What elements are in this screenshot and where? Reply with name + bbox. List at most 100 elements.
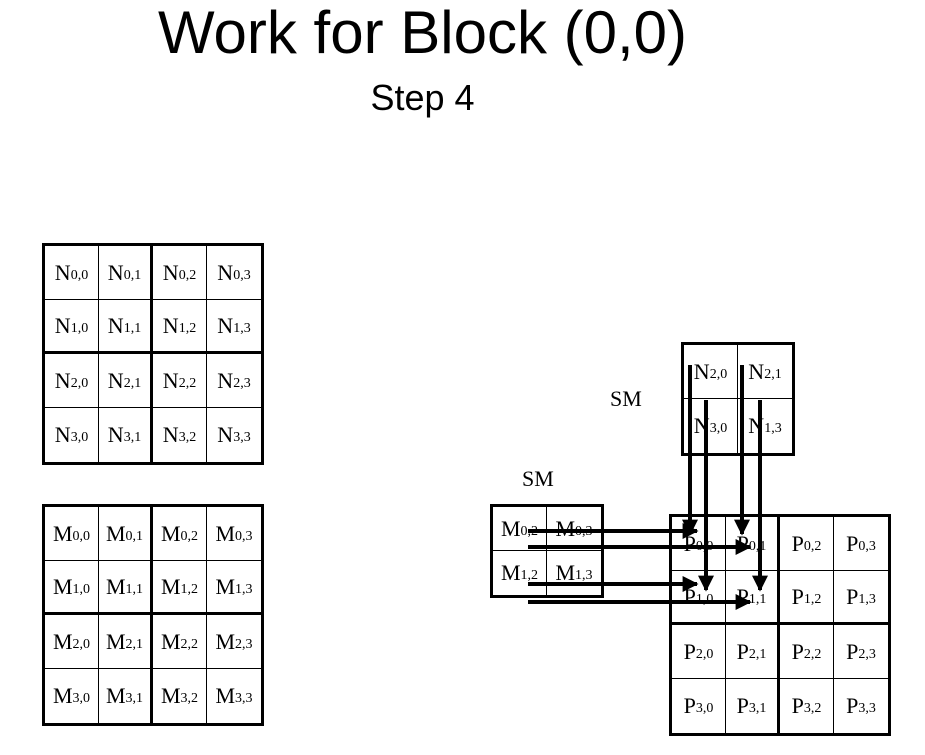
matrix-cell: M 0,3 [547, 507, 601, 551]
matrix-cell: P 3,3 [834, 679, 888, 733]
slide-subtitle: Step 4 [370, 77, 475, 118]
cell-index: 0,1 [748, 538, 767, 554]
cell-letter: N [217, 422, 234, 447]
cell-letter: N [162, 367, 179, 393]
cell-letter: N [162, 312, 179, 338]
cell-letter: N [54, 259, 71, 285]
cell-letter: N [693, 413, 710, 438]
matrix-cell: M 3,2 [153, 669, 207, 723]
matrix-cell: N 2,2 [153, 354, 207, 408]
cell-index: 0,0 [695, 538, 714, 554]
cell-index: 1,2 [178, 320, 197, 336]
cell-letter: M [500, 560, 521, 585]
matrix-cell: M 3,0 [45, 669, 99, 723]
cell-index: 0,2 [180, 528, 199, 544]
cell-letter: N [748, 358, 765, 384]
matrix-cell: N 1,3 [738, 399, 792, 453]
cell-letter: M [160, 683, 181, 708]
matrix-n: N 0,0 N 0,1 N 0,2 N 0,3 N 1,0 N 1,1 N 1,2 N 1,3 N 2,0 N 2,1… [42, 243, 264, 465]
matrix-cell: M 2,3 [207, 615, 261, 669]
cell-index: 1,1 [123, 320, 142, 336]
cell-index: 3,0 [72, 691, 91, 706]
cell-letter: M [160, 520, 181, 546]
cell-letter: P [736, 638, 749, 664]
cell-index: 3,0 [70, 430, 89, 445]
cell-letter: P [683, 693, 696, 718]
matrix-cell: N 1,2 [153, 300, 207, 354]
matrix-cell: P 0,3 [834, 517, 888, 571]
cell-index: 0,0 [70, 267, 89, 283]
cell-index: 1,0 [70, 320, 89, 336]
cell-letter: P [736, 693, 749, 718]
matrix-cell: P 0,0 [672, 517, 726, 571]
cell-index: 1,2 [803, 591, 822, 607]
matrix-cell: N 2,3 [207, 354, 261, 408]
cell-index: 3,0 [709, 421, 728, 436]
cell-letter: M [160, 573, 181, 599]
cell-index: 0,0 [72, 528, 91, 544]
cell-letter: M [215, 628, 236, 654]
cell-index: 1,3 [764, 421, 782, 436]
matrix-p: P 0,0 P 0,1 P 0,2 P 0,3 P 1,0 P 1,1 P 1,2 P 1,3 P 2,0 P 2,1… [669, 514, 891, 736]
matrix-cell: P 0,1 [726, 517, 780, 571]
cell-index: 2,2 [178, 375, 197, 391]
cell-index: 2,0 [72, 636, 91, 652]
cell-index: 0,3 [233, 267, 251, 283]
cell-letter: P [846, 693, 859, 718]
matrix-cell: M 0,2 [493, 507, 547, 551]
cell-letter: M [160, 628, 181, 654]
cell-letter: N [107, 312, 124, 338]
cell-index: 0,2 [803, 538, 822, 554]
cell-index: 2,3 [858, 646, 876, 662]
cell-index: 2,1 [125, 636, 144, 652]
matrix-cell: P 3,2 [780, 679, 834, 733]
sm-label-m-shared: SM [522, 466, 554, 491]
matrix-cell: M 1,1 [99, 561, 153, 615]
cell-letter: P [791, 583, 804, 609]
cell-letter: M [105, 683, 126, 708]
cell-index: 2,1 [748, 646, 767, 662]
cell-letter: N [54, 312, 71, 338]
matrix-cell: N 0,0 [45, 246, 99, 300]
sm-label-n-shared: SM [610, 386, 642, 411]
cell-letter: P [846, 638, 859, 664]
shared-m-tile: M 0,2 M 0,3 M 1,2 M 1,3 [490, 504, 604, 598]
cell-index: 2,0 [70, 375, 89, 391]
cell-index: 3,2 [180, 691, 199, 706]
cell-letter: P [736, 530, 749, 556]
matrix-cell: M 0,1 [99, 507, 153, 561]
cell-letter: P [683, 583, 696, 609]
matrix-cell: M 0,0 [45, 507, 99, 561]
cell-index: 0,1 [123, 267, 142, 283]
cell-letter: M [215, 520, 236, 546]
matrix-cell: P 0,2 [780, 517, 834, 571]
matrix-cell: N 1,3 [207, 300, 261, 354]
cell-letter: N [54, 367, 71, 393]
cell-index: 1,2 [180, 581, 199, 597]
matrix-cell: M 2,0 [45, 615, 99, 669]
cell-letter: N [217, 312, 234, 338]
cell-letter: N [162, 259, 179, 285]
matrix-cell: N 3,3 [207, 408, 261, 462]
cell-letter: P [846, 583, 859, 609]
cell-letter: N [107, 422, 124, 447]
matrix-cell: M 0,2 [153, 507, 207, 561]
cell-index: 0,3 [575, 523, 593, 539]
cell-index: 3,3 [233, 430, 251, 445]
cell-index: 2,0 [709, 366, 728, 382]
cell-letter: M [52, 628, 73, 654]
cell-letter: P [736, 583, 749, 609]
matrix-cell: N 2,1 [738, 345, 792, 399]
matrix-cell: N 2,0 [45, 354, 99, 408]
cell-letter: N [107, 367, 124, 393]
cell-index: 3,0 [695, 701, 714, 716]
cell-letter: N [748, 413, 765, 438]
cell-index: 3,1 [748, 701, 767, 716]
cell-index: 1,3 [235, 581, 253, 597]
matrix-cell: P 2,1 [726, 625, 780, 679]
matrix-cell: P 1,0 [672, 571, 726, 625]
cell-letter: M [555, 560, 576, 585]
slide-title: Work for Block (0,0) [157, 0, 687, 66]
cell-index: 1,1 [748, 591, 767, 607]
cell-index: 2,1 [764, 366, 782, 382]
